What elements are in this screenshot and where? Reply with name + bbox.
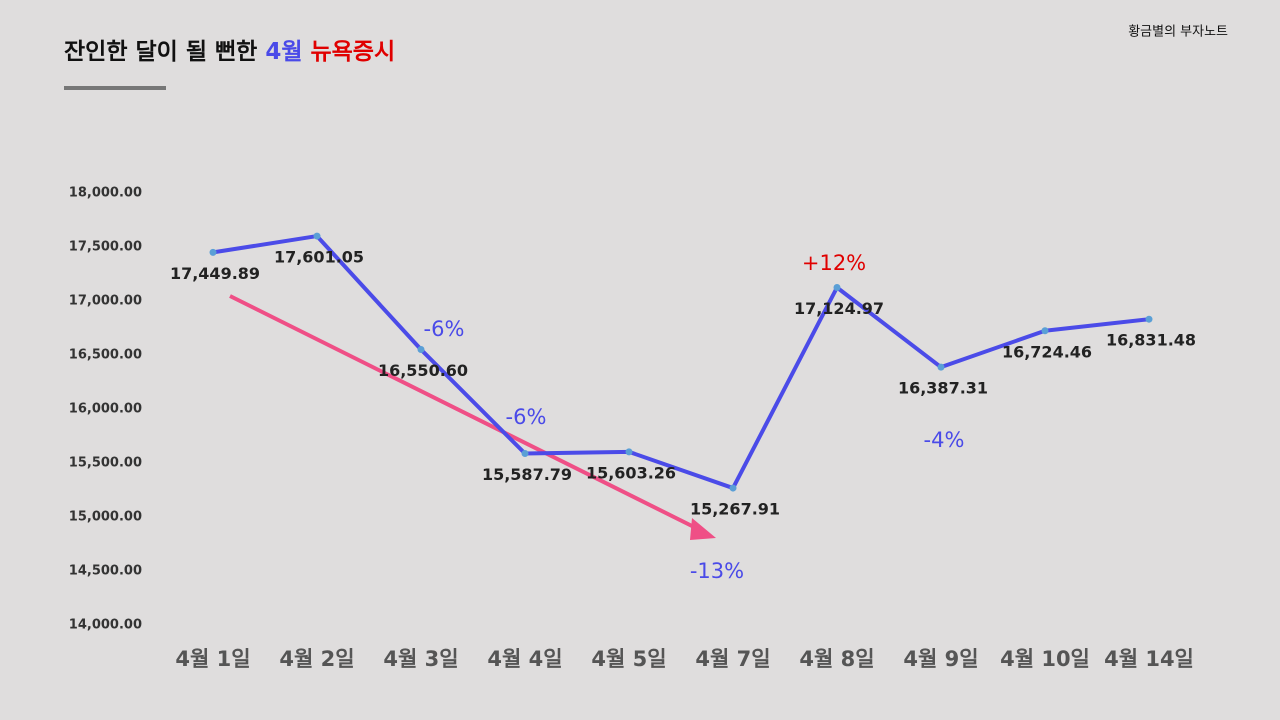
value-label: 17,601.05	[274, 248, 364, 267]
value-label: 15,587.79	[482, 465, 572, 484]
point	[313, 232, 321, 240]
y-tick-label: 14,500.00	[69, 564, 142, 579]
y-tick-label: 15,000.00	[69, 510, 142, 525]
point	[209, 248, 217, 256]
x-tick-label: 4월 10일	[1000, 647, 1090, 671]
value-label: 16,550.60	[378, 361, 468, 380]
x-tick-label: 4월 3일	[383, 647, 458, 671]
y-tick-label: 16,500.00	[69, 348, 142, 363]
point	[833, 284, 841, 292]
value-label: 16,724.46	[1002, 342, 1092, 361]
point	[729, 484, 737, 492]
x-tick-label: 4월 5일	[591, 647, 666, 671]
value-label: 15,267.91	[690, 500, 780, 519]
x-tick-label: 4월 1일	[175, 647, 250, 671]
x-tick-label: 4월 4일	[487, 647, 562, 671]
y-tick-label: 16,000.00	[69, 402, 142, 417]
annotation: -13%	[690, 559, 744, 583]
point	[625, 448, 633, 456]
x-tick-label: 4월 8일	[799, 647, 874, 671]
line	[212, 234, 1150, 491]
annotation: -6%	[506, 405, 547, 429]
value-label: 17,449.89	[170, 264, 260, 283]
annotation: -6%	[424, 317, 465, 341]
chart-title: 잔인한 달이 될 뻔한 4월 뉴욕증시	[64, 39, 395, 65]
annotation: +12%	[802, 251, 866, 275]
title-underline	[64, 86, 166, 90]
point	[1145, 315, 1153, 323]
annotation: -4%	[924, 428, 965, 452]
brand: 황금별의 부자노트	[1128, 25, 1228, 40]
title-part: 뉴욕증시	[302, 39, 395, 65]
x-tick-label: 4월 9일	[903, 647, 978, 671]
title-part: 4월	[265, 39, 302, 65]
y-tick-label: 18,000.00	[69, 186, 142, 201]
value-label: 16,387.31	[898, 379, 988, 398]
title-part: 잔인한 달이 될 뻔한	[64, 39, 265, 65]
point	[1041, 327, 1049, 335]
y-tick-label: 17,500.00	[69, 240, 142, 255]
y-tick-label: 15,500.00	[69, 456, 142, 471]
y-tick-label: 14,000.00	[69, 618, 142, 633]
value-label: 17,124.97	[794, 299, 884, 318]
point	[417, 346, 425, 354]
x-tick-label: 4월 2일	[279, 647, 354, 671]
point	[521, 450, 529, 458]
x-tick-label: 4월 7일	[695, 647, 770, 671]
x-tick-label: 4월 14일	[1104, 647, 1194, 671]
value-label: 15,603.26	[586, 463, 676, 482]
trend-arrow-head	[690, 518, 716, 540]
value-label: 16,831.48	[1106, 331, 1196, 350]
trend-arrow	[229, 294, 695, 529]
y-tick-label: 17,000.00	[69, 294, 142, 309]
point	[937, 363, 945, 371]
